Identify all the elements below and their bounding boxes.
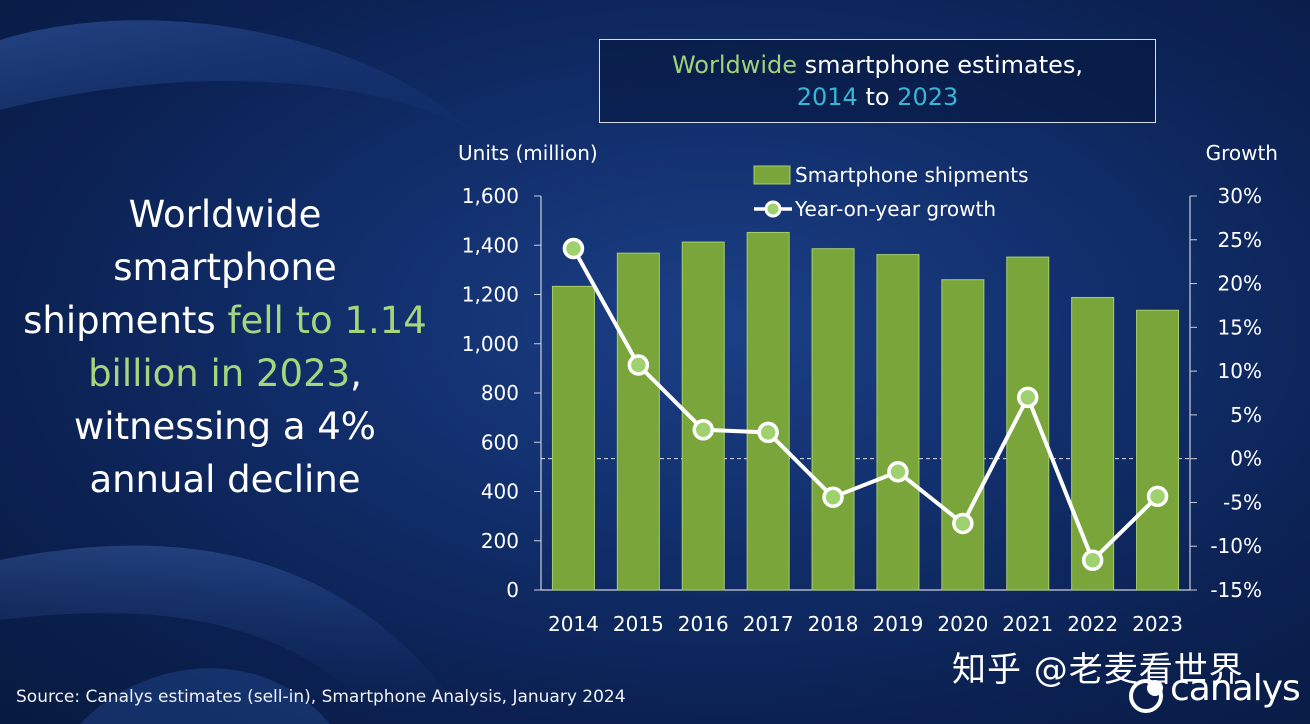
left-tick-label: 0	[506, 578, 519, 602]
title-rest: smartphone estimates,	[797, 51, 1084, 79]
shipment-bar	[746, 231, 790, 591]
title-worldwide: Worldwide	[671, 51, 798, 79]
growth-point	[952, 512, 974, 535]
x-tick-label: 2021	[1002, 612, 1053, 636]
left-tick-label: 600	[481, 430, 519, 454]
legend-bar-label: Smartphone shipments	[795, 163, 1029, 187]
right-tick-label: 30%	[1218, 184, 1262, 208]
canalys-logo-text: canalys	[1170, 668, 1301, 709]
shipment-bar	[1071, 296, 1115, 591]
shipment-bar	[941, 279, 985, 591]
left-tick-label: 1,000	[462, 332, 519, 356]
right-tick-label: 5%	[1230, 403, 1262, 427]
right-tick-label: 20%	[1218, 272, 1262, 296]
right-tick-label: -15%	[1210, 578, 1262, 602]
legend-line-marker	[764, 200, 782, 218]
watermark-text: 知乎 @老麦看世界	[952, 650, 1244, 690]
right-tick-label: -5%	[1223, 490, 1262, 514]
x-tick-label: 2015	[613, 612, 664, 636]
growth-point	[1146, 485, 1169, 508]
source-note: Source: Canalys estimates (sell-in), Sma…	[16, 687, 626, 707]
shipment-bar	[811, 248, 855, 591]
left-tick-label: 200	[481, 529, 519, 553]
right-tick-label: 25%	[1218, 228, 1262, 252]
canalys-logo-icon	[1129, 679, 1163, 713]
x-tick-label: 2016	[678, 612, 729, 636]
right-tick-label: 10%	[1218, 359, 1262, 383]
left-tick-label: 1,200	[462, 283, 519, 307]
headline-part1: Worldwide smartphone shipments	[23, 193, 337, 342]
x-tick-label: 2020	[937, 612, 988, 636]
growth-point	[757, 421, 779, 444]
legend-line-label: Year-on-year growth	[794, 197, 996, 221]
growth-point	[562, 237, 585, 260]
chart-title-box: Worldwide smartphone estimates, 2014 to …	[599, 39, 1156, 123]
title-to: to	[857, 83, 898, 111]
chart-title-line2: 2014 to 2023	[600, 81, 1155, 113]
x-tick-label: 2019	[872, 612, 923, 636]
left-tick-label: 1,400	[462, 233, 519, 257]
growth-point	[1017, 386, 1039, 409]
x-tick-label: 2014	[548, 612, 599, 636]
legend-bar-swatch	[753, 165, 791, 185]
right-axis-title: Growth	[1206, 141, 1278, 165]
headline-part2: , witnessing a 4% annual decline	[74, 352, 376, 501]
x-tick-label: 2018	[808, 612, 859, 636]
growth-point	[887, 461, 909, 483]
growth-point	[627, 354, 650, 376]
x-tick-label: 2022	[1067, 612, 1118, 636]
left-axis-title: Units (million)	[458, 141, 598, 165]
left-tick-label: 400	[481, 480, 519, 504]
x-tick-label: 2023	[1132, 612, 1183, 636]
right-tick-label: 0%	[1230, 447, 1262, 471]
growth-point	[692, 419, 714, 441]
title-start-year: 2014	[796, 83, 858, 111]
growth-line	[571, 247, 1159, 563]
shipment-bar	[616, 252, 660, 591]
growth-point	[1081, 549, 1104, 571]
x-tick-label: 2017	[743, 612, 794, 636]
left-tick-label: 800	[481, 381, 519, 405]
right-tick-label: 15%	[1218, 315, 1262, 339]
shipment-bar	[1136, 309, 1180, 591]
chart-title-line1: Worldwide smartphone estimates,	[600, 49, 1155, 81]
title-end-year: 2023	[897, 83, 959, 111]
growth-point	[822, 486, 844, 508]
headline-highlight: fell to 1.14 billion in 2023	[88, 299, 427, 395]
right-tick-label: -10%	[1210, 534, 1262, 558]
headline-text: Worldwide smartphone shipments fell to 1…	[20, 188, 430, 506]
shipment-bar	[876, 254, 920, 591]
left-tick-label: 1,600	[462, 184, 519, 208]
shipment-bar	[551, 285, 595, 591]
